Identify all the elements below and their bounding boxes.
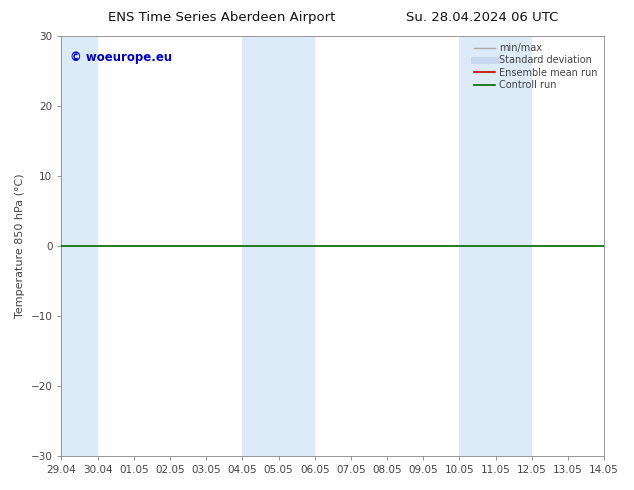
Bar <box>242 36 314 456</box>
Legend: min/max, Standard deviation, Ensemble mean run, Controll run: min/max, Standard deviation, Ensemble me… <box>472 41 599 92</box>
Y-axis label: Temperature 850 hPa (°C): Temperature 850 hPa (°C) <box>15 174 25 318</box>
Text: Su. 28.04.2024 06 UTC: Su. 28.04.2024 06 UTC <box>406 11 558 24</box>
Text: ENS Time Series Aberdeen Airport: ENS Time Series Aberdeen Airport <box>108 11 335 24</box>
Text: © woeurope.eu: © woeurope.eu <box>70 51 172 64</box>
Bar <box>460 36 532 456</box>
Bar <box>61 36 98 456</box>
